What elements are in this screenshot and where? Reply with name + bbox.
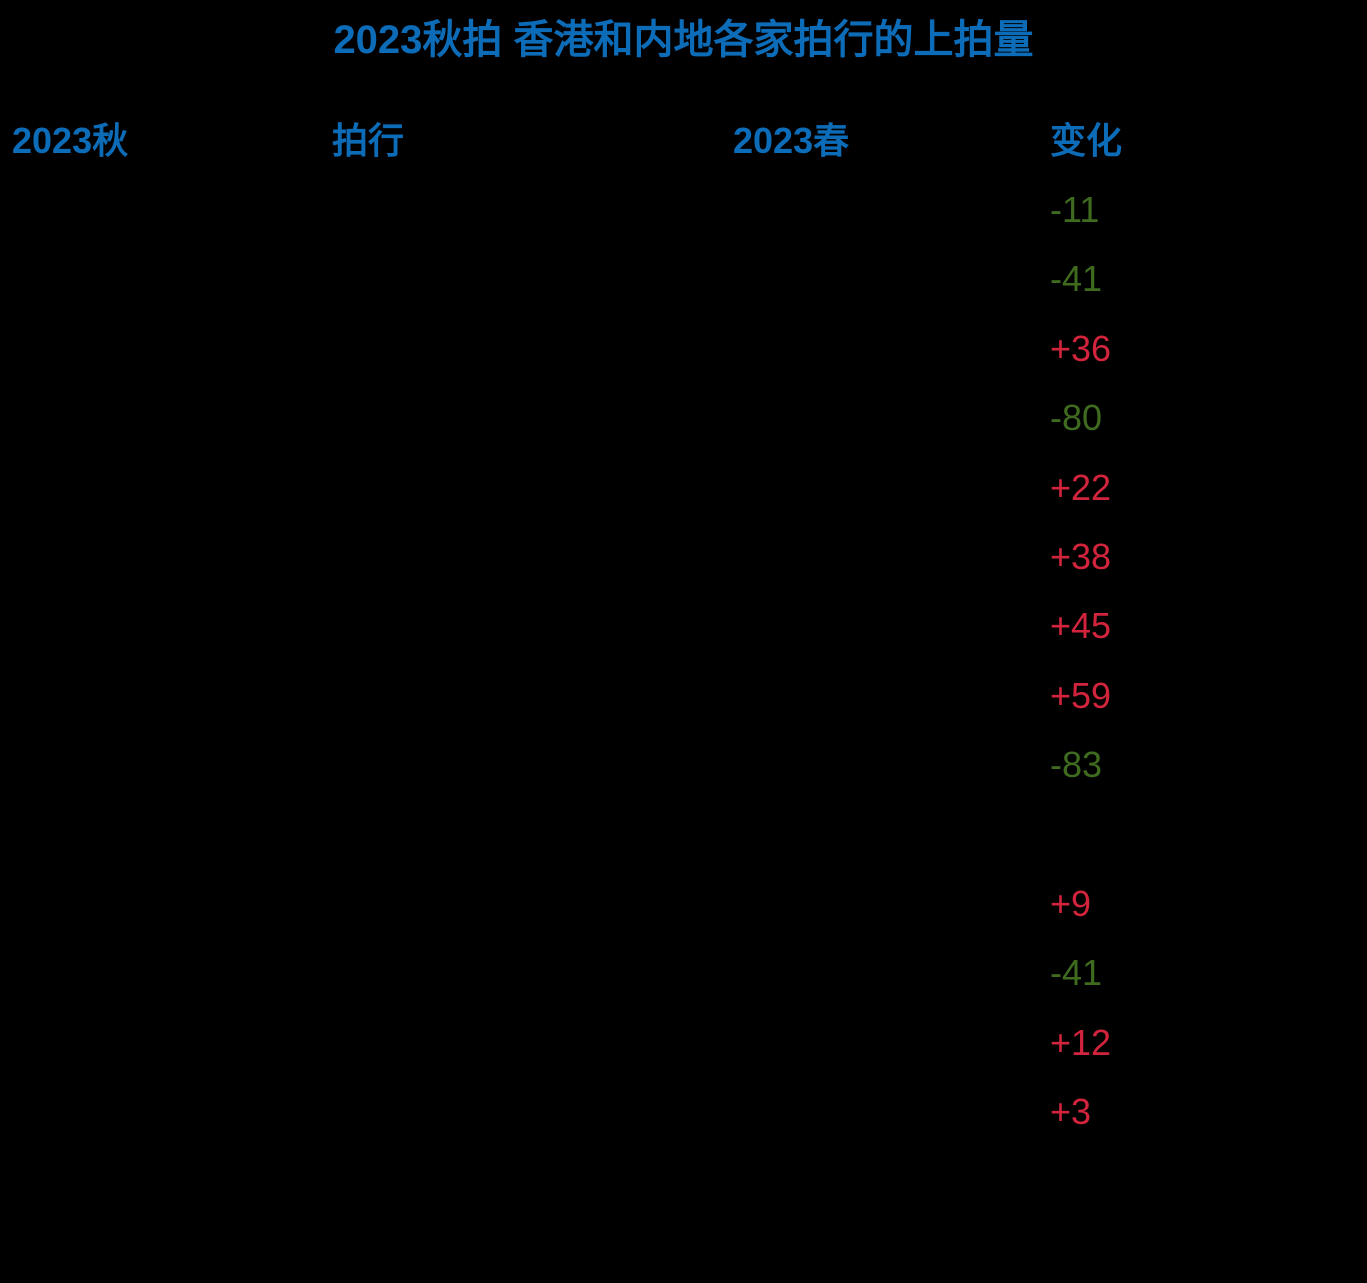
table-row: -41 [0,950,1367,1019]
cell-change: +22 [1050,466,1112,508]
table-row: +38 [0,534,1367,603]
cell-change: +38 [1050,535,1112,577]
cell-change: +45 [1050,605,1112,647]
column-header-change: 变化 [1050,120,1123,161]
cell-change: -80 [1050,397,1103,439]
table-row: +3 [0,1089,1367,1158]
cell-change: +9 [1050,882,1092,924]
table-row: +45 [0,603,1367,672]
cell-change: -41 [1050,952,1103,994]
cell-change: +59 [1050,674,1112,716]
table-row: -80 [0,395,1367,464]
auction-volume-table: 2023秋 拍行 2023春 变化 -11 -41 +36 -80 +22 [0,118,1367,1158]
table-row: +59 [0,673,1367,742]
table-header-row: 2023秋 拍行 2023春 变化 [0,118,1367,187]
table-row [0,812,1367,881]
page-title: 2023秋拍 香港和内地各家拍行的上拍量 [333,18,1034,62]
table-row: -83 [0,742,1367,811]
table-row: +12 [0,1020,1367,1089]
cell-change: -83 [1050,744,1103,786]
table-row: -41 [0,256,1367,325]
table-row: +9 [0,881,1367,950]
table-row: +22 [0,465,1367,534]
cell-change: +36 [1050,327,1112,369]
cell-change: +3 [1050,1091,1092,1133]
column-header-auction-house: 拍行 [332,120,405,161]
table-row: -11 [0,187,1367,256]
table-row: +36 [0,326,1367,395]
cell-change: -11 [1050,189,1100,230]
cell-change: +12 [1050,1021,1112,1063]
cell-change: -41 [1050,258,1103,300]
column-header-spring-2023: 2023春 [733,120,850,161]
column-header-fall-2023: 2023秋 [12,120,129,161]
